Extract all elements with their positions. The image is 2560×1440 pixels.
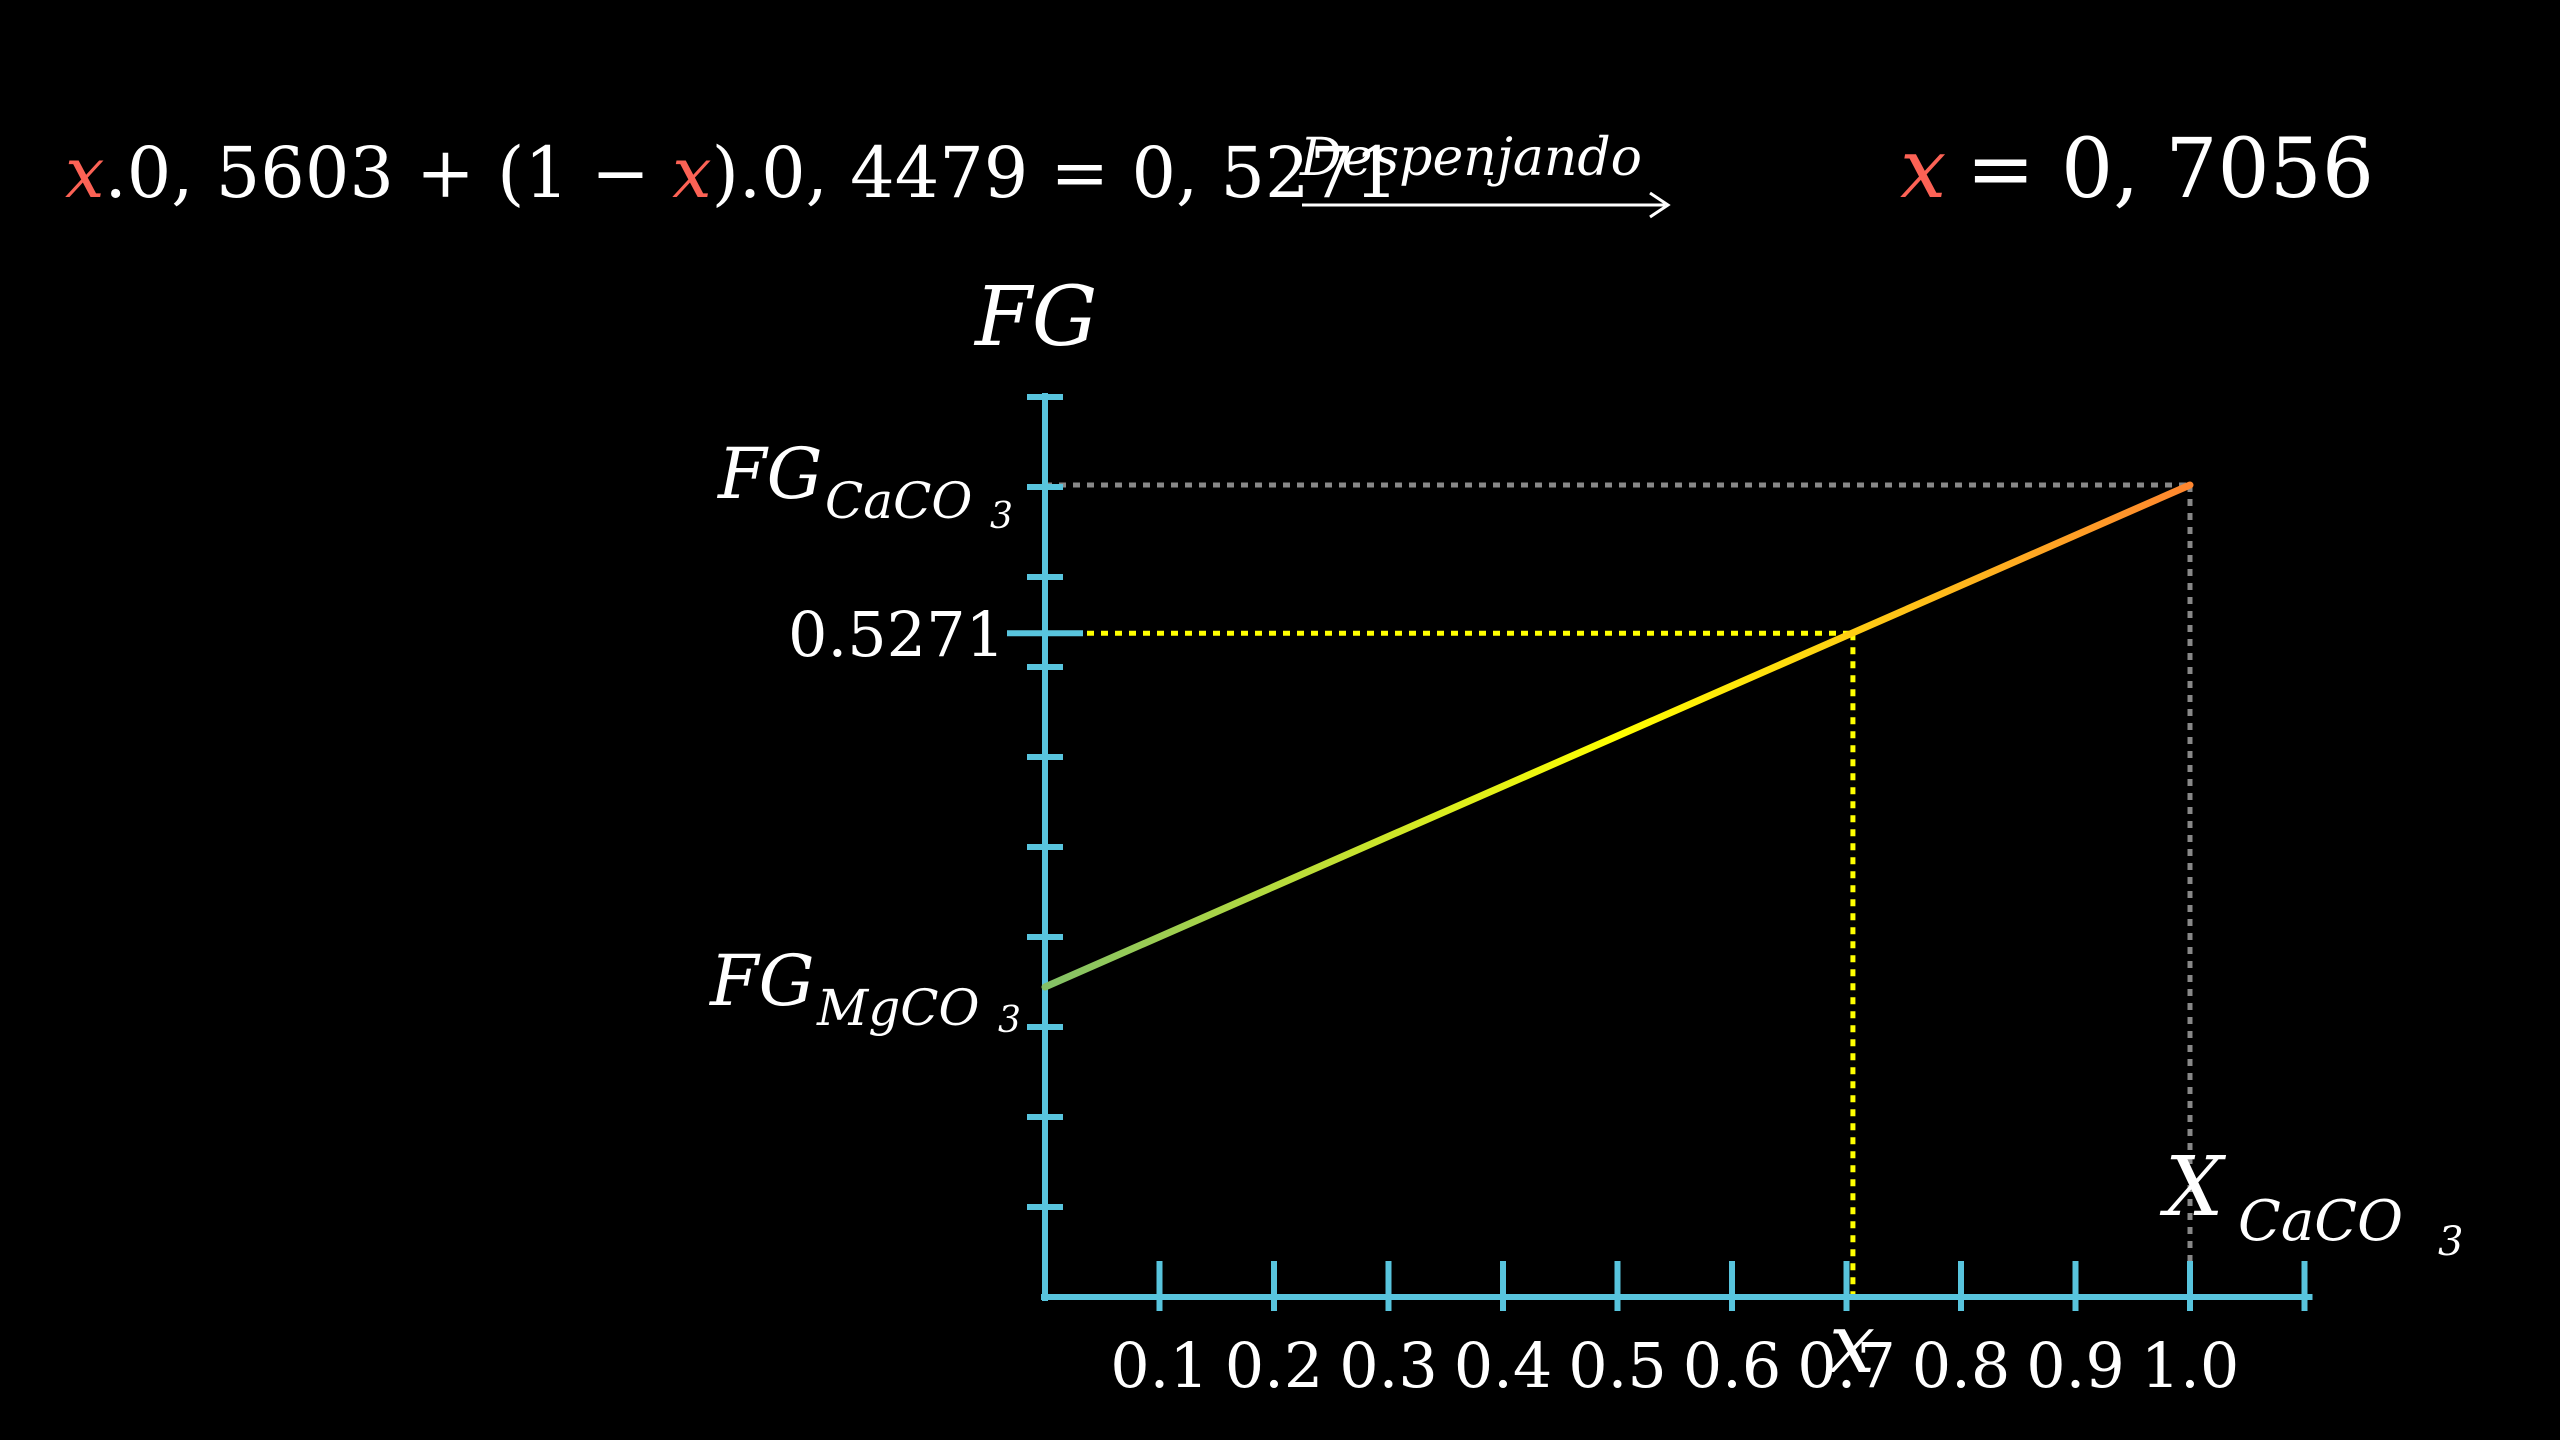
x-tick-label-0.4: 0.4: [1454, 1329, 1553, 1402]
equation-variable: x: [65, 132, 104, 214]
y-label-fg-mgco3: FG MgCO 3: [708, 940, 1021, 1041]
right-arrow-icon: [1302, 191, 1671, 219]
x-axis-label-subsub: 3: [2438, 1219, 2463, 1265]
svg-text:FG: FG: [708, 940, 815, 1022]
svg-text:X: X: [2159, 1140, 2227, 1235]
y-label-fg-mgco3-sub: MgCO: [816, 979, 979, 1037]
x-tick-label-0.3: 0.3: [1339, 1329, 1438, 1402]
result-value: = 0, 7056: [1966, 122, 2374, 217]
chart: 0.1 0.2 0.3 0.4 0.5 0.6 0.7 0.8 0.9 1.0 FG CaCO 3…: [708, 270, 2463, 1402]
x-axis-label: X CaCO 3: [2159, 1140, 2463, 1265]
equation-variable-2: x: [672, 132, 711, 214]
result-variable: x: [1900, 122, 1946, 217]
y-label-0.5271: 0.5271: [788, 598, 1005, 671]
x-tick-label-0.2: 0.2: [1225, 1329, 1324, 1402]
y-label-fg-caco3-sub: CaCO: [825, 472, 972, 530]
x-tick-label-0.6: 0.6: [1683, 1329, 1782, 1402]
y-axis-label: FG: [973, 270, 1097, 365]
x-marker-label: x: [1829, 1297, 1875, 1392]
y-label-fg-mgco3-subsub: 3: [998, 1000, 1021, 1041]
equation: x.0, 5603 + (1 − x).0, 4479 = 0, 5271 De…: [65, 122, 2374, 219]
y-label-fg-caco3: FG CaCO 3: [716, 433, 1013, 537]
svg-text:x.0, 5603 + (1 − x).0, 4479 =: x.0, 5603 + (1 − x).0, 4479 = 0, 5271: [65, 132, 1399, 214]
x-tick-label-0.9: 0.9: [2026, 1329, 2125, 1402]
svg-text:x= 0, 7056: x = 0, 7056: [1900, 122, 2374, 217]
equation-term-2: ).0, 4479 = 0, 5271: [712, 132, 1399, 214]
x-tick-label-0.7: 0.7: [1797, 1329, 1896, 1402]
equation-term-1: .0, 5603 + (1 −: [104, 132, 672, 214]
x-tick-label-0.5: 0.5: [1568, 1329, 1667, 1402]
x-tick-label-0.8: 0.8: [1912, 1329, 2011, 1402]
x-tick-label-1.0: 1.0: [2141, 1329, 2240, 1402]
x-axis-label-sub: CaCO: [2238, 1189, 2403, 1254]
svg-text:FG: FG: [716, 433, 823, 515]
data-line: [1041, 481, 2194, 991]
y-label-fg-caco3-subsub: 3: [990, 496, 1013, 537]
x-tick-label-0.1: 0.1: [1110, 1329, 1209, 1402]
arrow-label: Despenjando: [1299, 128, 1642, 188]
